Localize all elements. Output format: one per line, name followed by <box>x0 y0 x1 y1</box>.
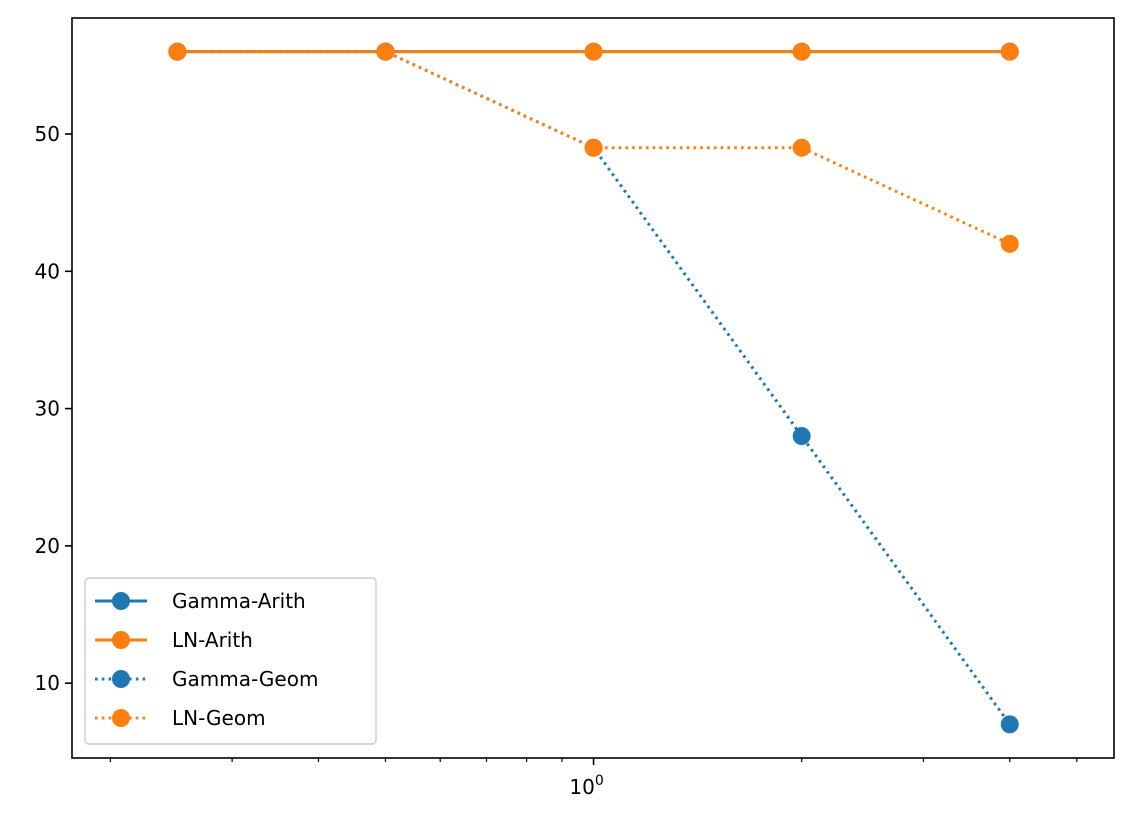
data-point <box>1000 234 1019 253</box>
data-point <box>792 138 811 157</box>
data-point <box>1000 715 1019 734</box>
legend-entry: Gamma-Arith <box>95 589 306 613</box>
legend-entry: LN-Geom <box>95 706 266 730</box>
y-tick-label: 30 <box>35 397 60 421</box>
y-tick-label: 20 <box>35 534 60 558</box>
data-point <box>584 42 603 61</box>
data-point <box>584 138 603 157</box>
legend-label: LN-Arith <box>172 628 253 652</box>
legend-label: Gamma-Geom <box>172 667 318 691</box>
legend-marker <box>112 592 130 610</box>
y-tick-label: 10 <box>35 671 60 695</box>
legend-label: Gamma-Arith <box>172 589 306 613</box>
data-point <box>376 42 395 61</box>
data-point <box>792 427 811 446</box>
data-point <box>1000 42 1019 61</box>
legend: Gamma-Arith LN-Arith Gamma-Geom LN-Geom <box>84 577 377 745</box>
y-tick-label: 50 <box>35 122 60 146</box>
series-layer <box>168 42 1019 734</box>
legend-entry: Gamma-Geom <box>95 667 318 691</box>
x-axis: 100 <box>109 758 1078 799</box>
x-tick-label: 100 <box>569 773 603 799</box>
legend-label: LN-Geom <box>172 706 266 730</box>
series-ln-geom <box>168 42 1019 253</box>
legend-box <box>84 577 377 745</box>
legend-marker <box>112 709 130 727</box>
data-point <box>168 42 187 61</box>
legend-marker <box>112 631 130 649</box>
legend-marker <box>112 670 130 688</box>
data-point <box>792 42 811 61</box>
series-ln-arith <box>168 42 1019 61</box>
y-axis: 10 20 30 40 50 <box>35 122 72 695</box>
legend-entry: LN-Arith <box>95 628 253 652</box>
y-tick-label: 40 <box>35 259 60 283</box>
